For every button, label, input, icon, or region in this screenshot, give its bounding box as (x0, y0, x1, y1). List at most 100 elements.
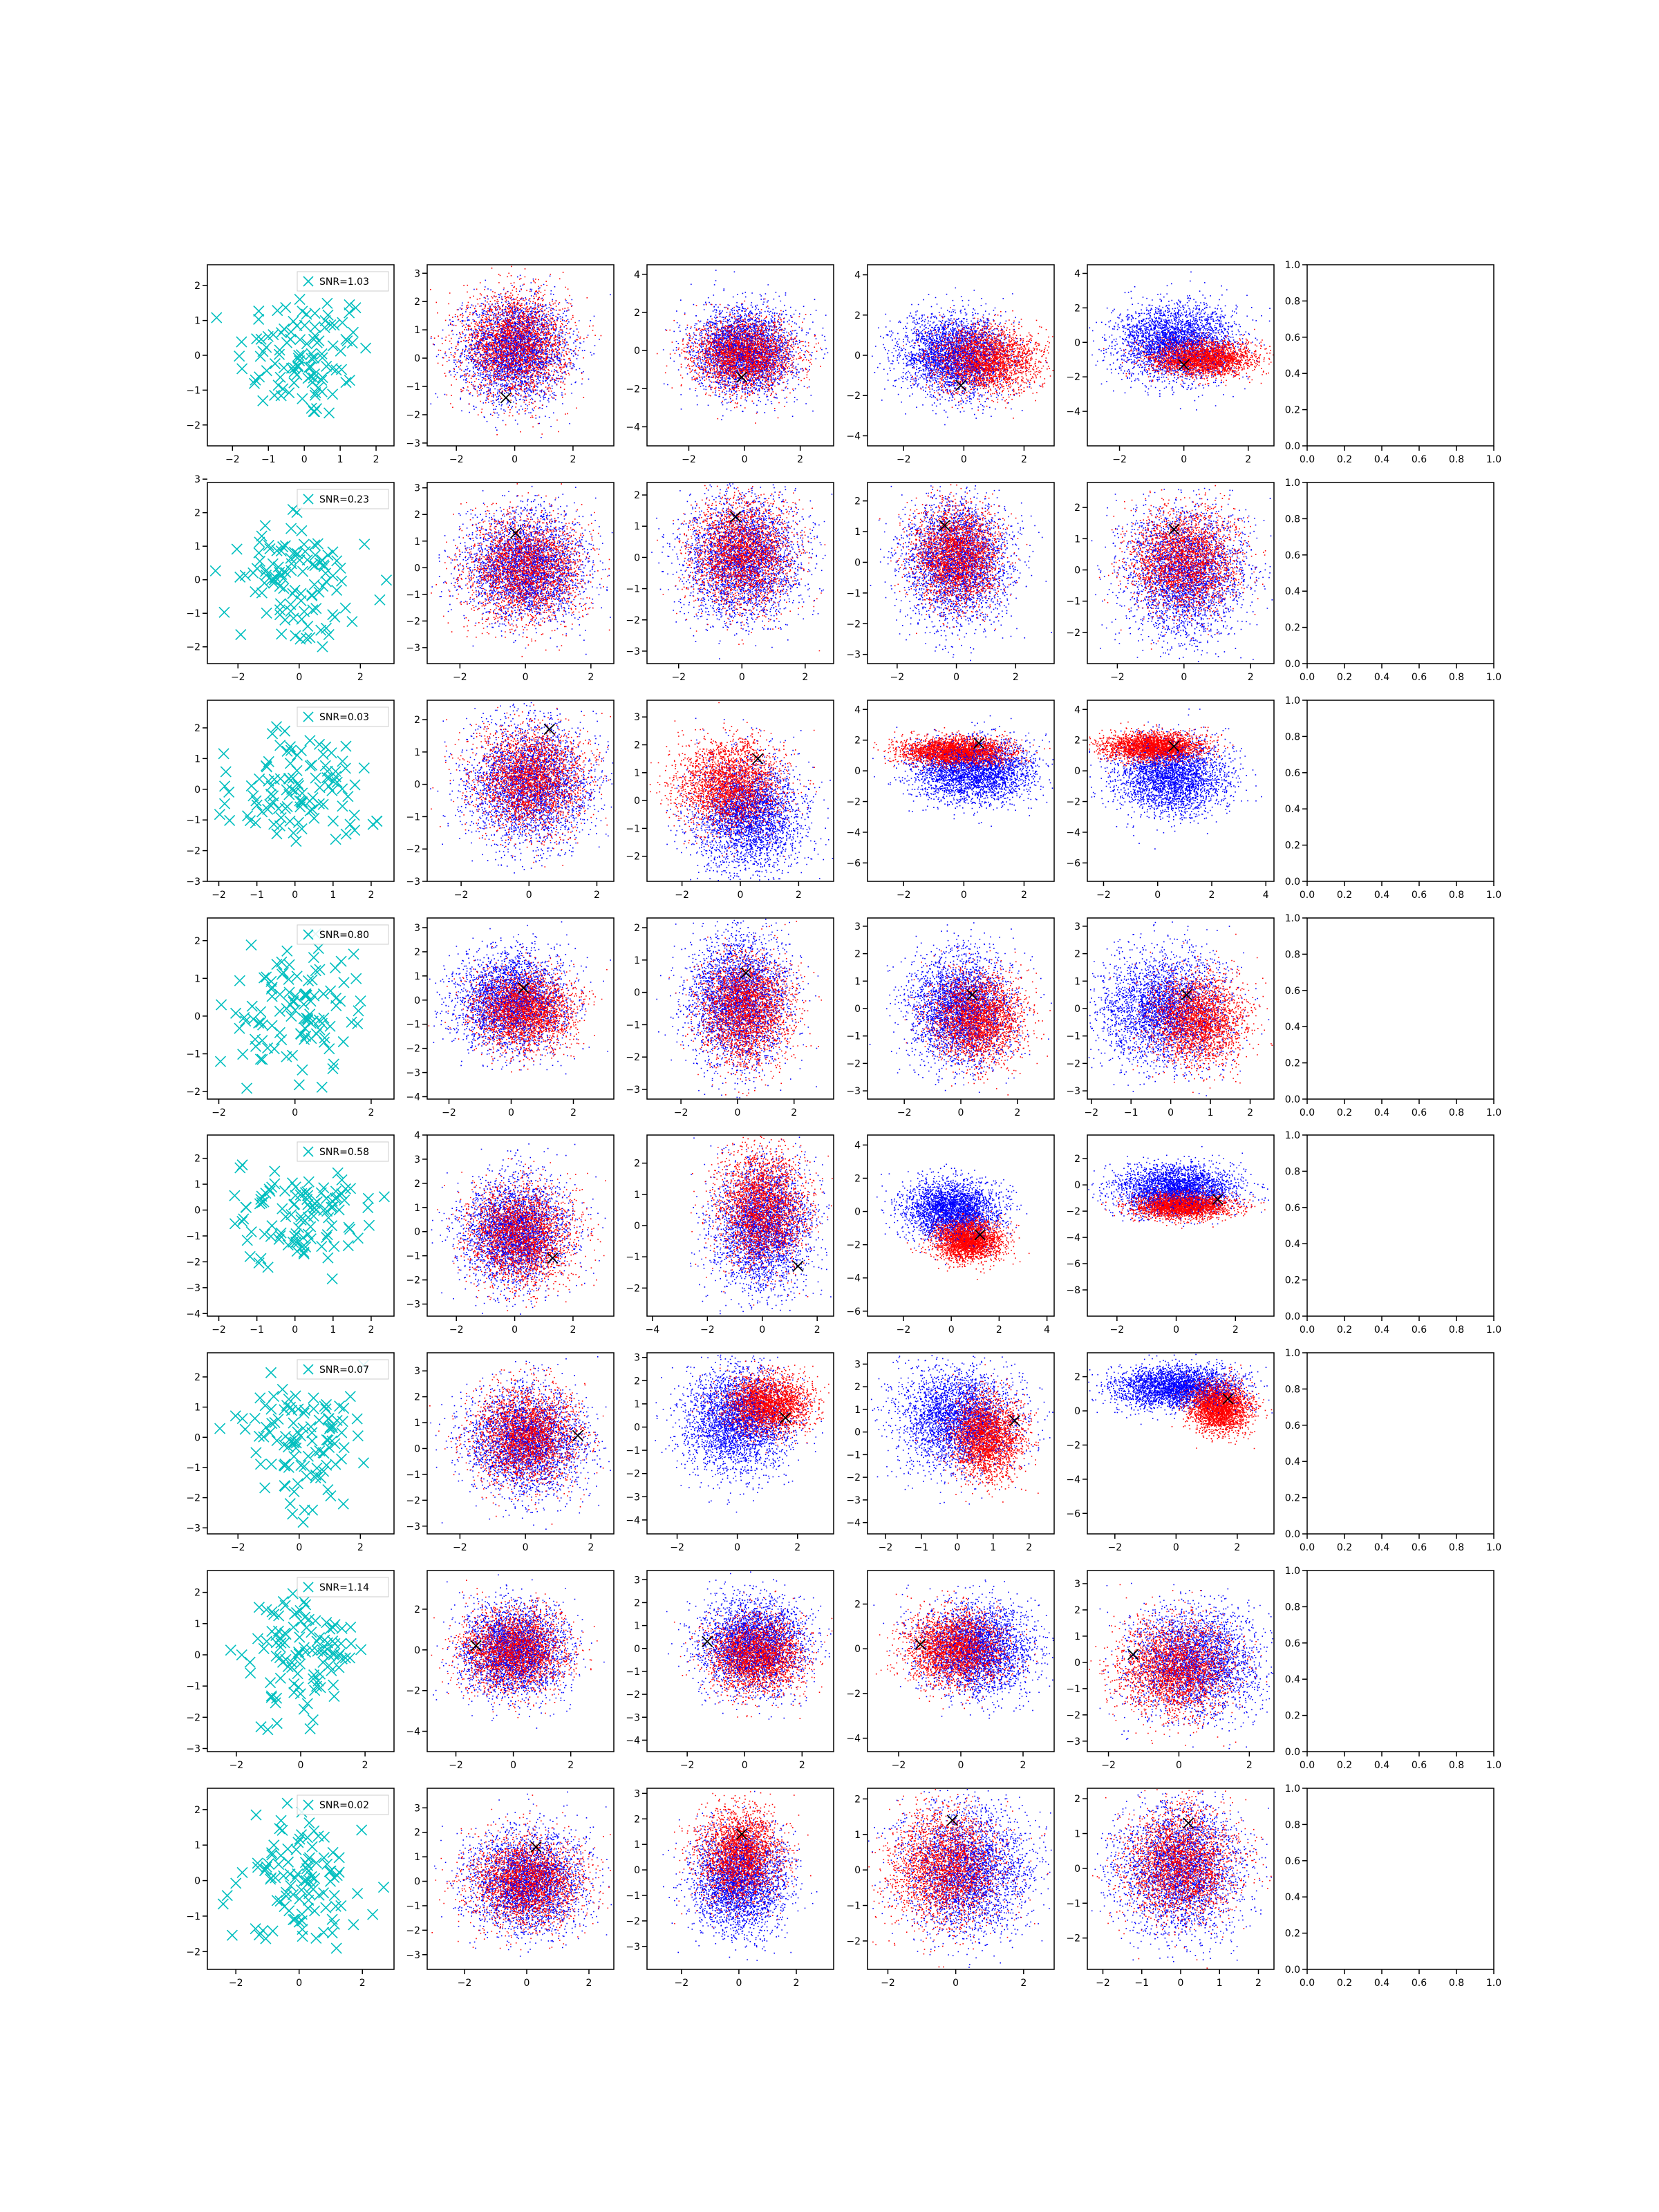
r6c2-xtick-label: 2 (799, 1760, 805, 1771)
r3c0-sample-point (299, 1033, 310, 1045)
r4c0-sample-point (339, 1194, 350, 1206)
r4c0-sample-point (321, 1229, 333, 1241)
r4c1-xtick-label: 2 (570, 1324, 576, 1335)
r3c0-sample-point (237, 1049, 249, 1060)
r0c0-sample-point (291, 369, 303, 381)
r5c0-axes-frame (207, 1352, 395, 1535)
r2c0-sample-point (261, 761, 273, 773)
r6c0-ytick-label: −1 (186, 1681, 200, 1692)
r3c0-sample-point (337, 1035, 349, 1048)
r0c3-xtick-label: 2 (1021, 454, 1027, 465)
r6c0-sample-point (333, 1662, 345, 1674)
r5c0-sample-point (279, 1404, 290, 1416)
r4c0-sample-point (305, 1233, 317, 1245)
r1c2-marker (730, 511, 742, 523)
r3c0-ytick-label: 2 (194, 936, 200, 947)
subplot-r2c2: −2 0 2 −2 −1 0 1 2 3 (626, 700, 834, 901)
r1c2-ytick-label: −3 (626, 646, 640, 657)
r3c2-ytick-label: −1 (626, 1020, 640, 1031)
r1c0-sample-point (250, 586, 261, 598)
r0c1-xtick-label: 0 (512, 454, 518, 465)
r3c1-ytick-label: −3 (406, 1068, 420, 1079)
r3c1-red-points (428, 946, 608, 1073)
r7c0-sample-point (290, 1872, 301, 1884)
r0c5-xtick-label: 0.0 (1300, 454, 1315, 465)
r1c0-sample-point (254, 536, 265, 548)
r7c3-ytick-label: 0 (854, 1865, 861, 1876)
r3c5-ytick-label: 0.6 (1285, 986, 1300, 997)
r5c3-ytick-label: 0 (854, 1427, 861, 1438)
r1c0-sample-point (256, 587, 268, 599)
r5c0-sample-point (236, 1413, 248, 1425)
r6c3-marker (915, 1638, 926, 1650)
r1c0-sample-point (274, 567, 285, 579)
r3c0-legend-marker (303, 929, 314, 940)
r5c0-sample-point (324, 1423, 335, 1434)
r2c0-sample-point (337, 783, 348, 795)
r3c0-sample-point (308, 952, 319, 964)
r1c0-sample-point (288, 612, 299, 624)
r4c4-marker (1212, 1193, 1224, 1206)
r0c0-sample-point (275, 390, 287, 402)
r0c0-sample-point (316, 348, 328, 360)
r1c0-sample-point (331, 584, 343, 597)
subplot-r3c0: −2 0 2 −2 −1 0 1 2 SNR=0.80 (186, 917, 395, 1118)
r1c0-sample-point (309, 539, 321, 551)
r4c0-ytick-label: −1 (186, 1231, 200, 1242)
r3c0-sample-point (274, 1027, 285, 1038)
r7c1-blue-points-overlay (442, 1799, 610, 1953)
r1c0-sample-point (259, 565, 272, 577)
r1c0-legend-box (297, 489, 389, 509)
r7c0-sample-point (253, 1929, 265, 1941)
r0c2-red-points (656, 298, 821, 424)
r2c0-sample-point (265, 780, 277, 792)
r7c0-ytick-label: 2 (194, 1805, 200, 1816)
r7c3-xtick-label: 0 (953, 1978, 959, 1989)
r1c0-sample-point (285, 565, 297, 577)
r2c0-sample-point (349, 824, 361, 836)
r0c0-ytick-label: 0 (194, 350, 200, 362)
r7c1-marker (530, 1841, 542, 1853)
r3c0-sample-point (258, 972, 270, 984)
r0c1-ytick-label: −2 (406, 410, 420, 421)
r4c3-red-points (906, 1206, 1030, 1280)
r2c0-sample-point (310, 772, 321, 784)
r7c0-sample-point (333, 1852, 345, 1864)
r2c0-ytick-label: 0 (194, 785, 200, 796)
r4c0-sample-point (236, 1159, 248, 1171)
r2c0-sample-point (291, 749, 303, 761)
r6c0-sample-point (275, 1637, 287, 1649)
r2c0-ytick-label: −3 (186, 877, 200, 888)
r4c0-legend-marker (303, 1146, 314, 1157)
r7c0-legend-box (297, 1794, 389, 1815)
subplot-r1c0: −2 0 2 −2 −1 0 1 2 3 SNR=0.23 (186, 474, 395, 683)
r7c0-sample-point (324, 1866, 335, 1877)
r5c0-sample-point (265, 1367, 277, 1378)
r4c3-xtick-label: 2 (996, 1324, 1002, 1335)
r7c0-sample-point (327, 1846, 339, 1858)
r6c1-ytick-label: −4 (406, 1727, 420, 1738)
r6c0-sample-point (279, 1600, 291, 1611)
r1c2-ytick-label: 1 (634, 521, 640, 532)
r2c0-axes-frame (207, 700, 395, 882)
r3c1-ytick-label: 0 (414, 995, 420, 1006)
r3c0-sample-point (214, 1056, 227, 1067)
r4c5-xtick-label: 0.0 (1300, 1324, 1315, 1335)
r5c1-red-points (429, 1363, 604, 1525)
r4c0-sample-point (282, 1239, 294, 1251)
r7c0-sample-point (250, 1923, 261, 1935)
r0c0-sample-point (346, 337, 358, 349)
r4c0-xtick-label: 2 (368, 1324, 374, 1335)
r5c0-sample-point (301, 1470, 312, 1482)
r6c0-sample-point (273, 1610, 285, 1622)
r0c0-legend: SNR=1.03 (297, 271, 389, 292)
r7c0-sample-point (320, 1902, 332, 1913)
r7c0-sample-point (275, 1815, 287, 1826)
r4c0-sample-point (344, 1183, 357, 1194)
r7c0-sample-point (295, 1829, 308, 1841)
r6c0-sample-point (355, 1644, 367, 1656)
r0c0-sample-point (322, 309, 334, 321)
subplot-r4c5: 0.0 0.2 0.4 0.6 0.8 1.0 0.0 0.2 0.4 0.6 0.8 1.0 (1285, 1130, 1501, 1335)
r0c0-sample-point (278, 362, 290, 374)
